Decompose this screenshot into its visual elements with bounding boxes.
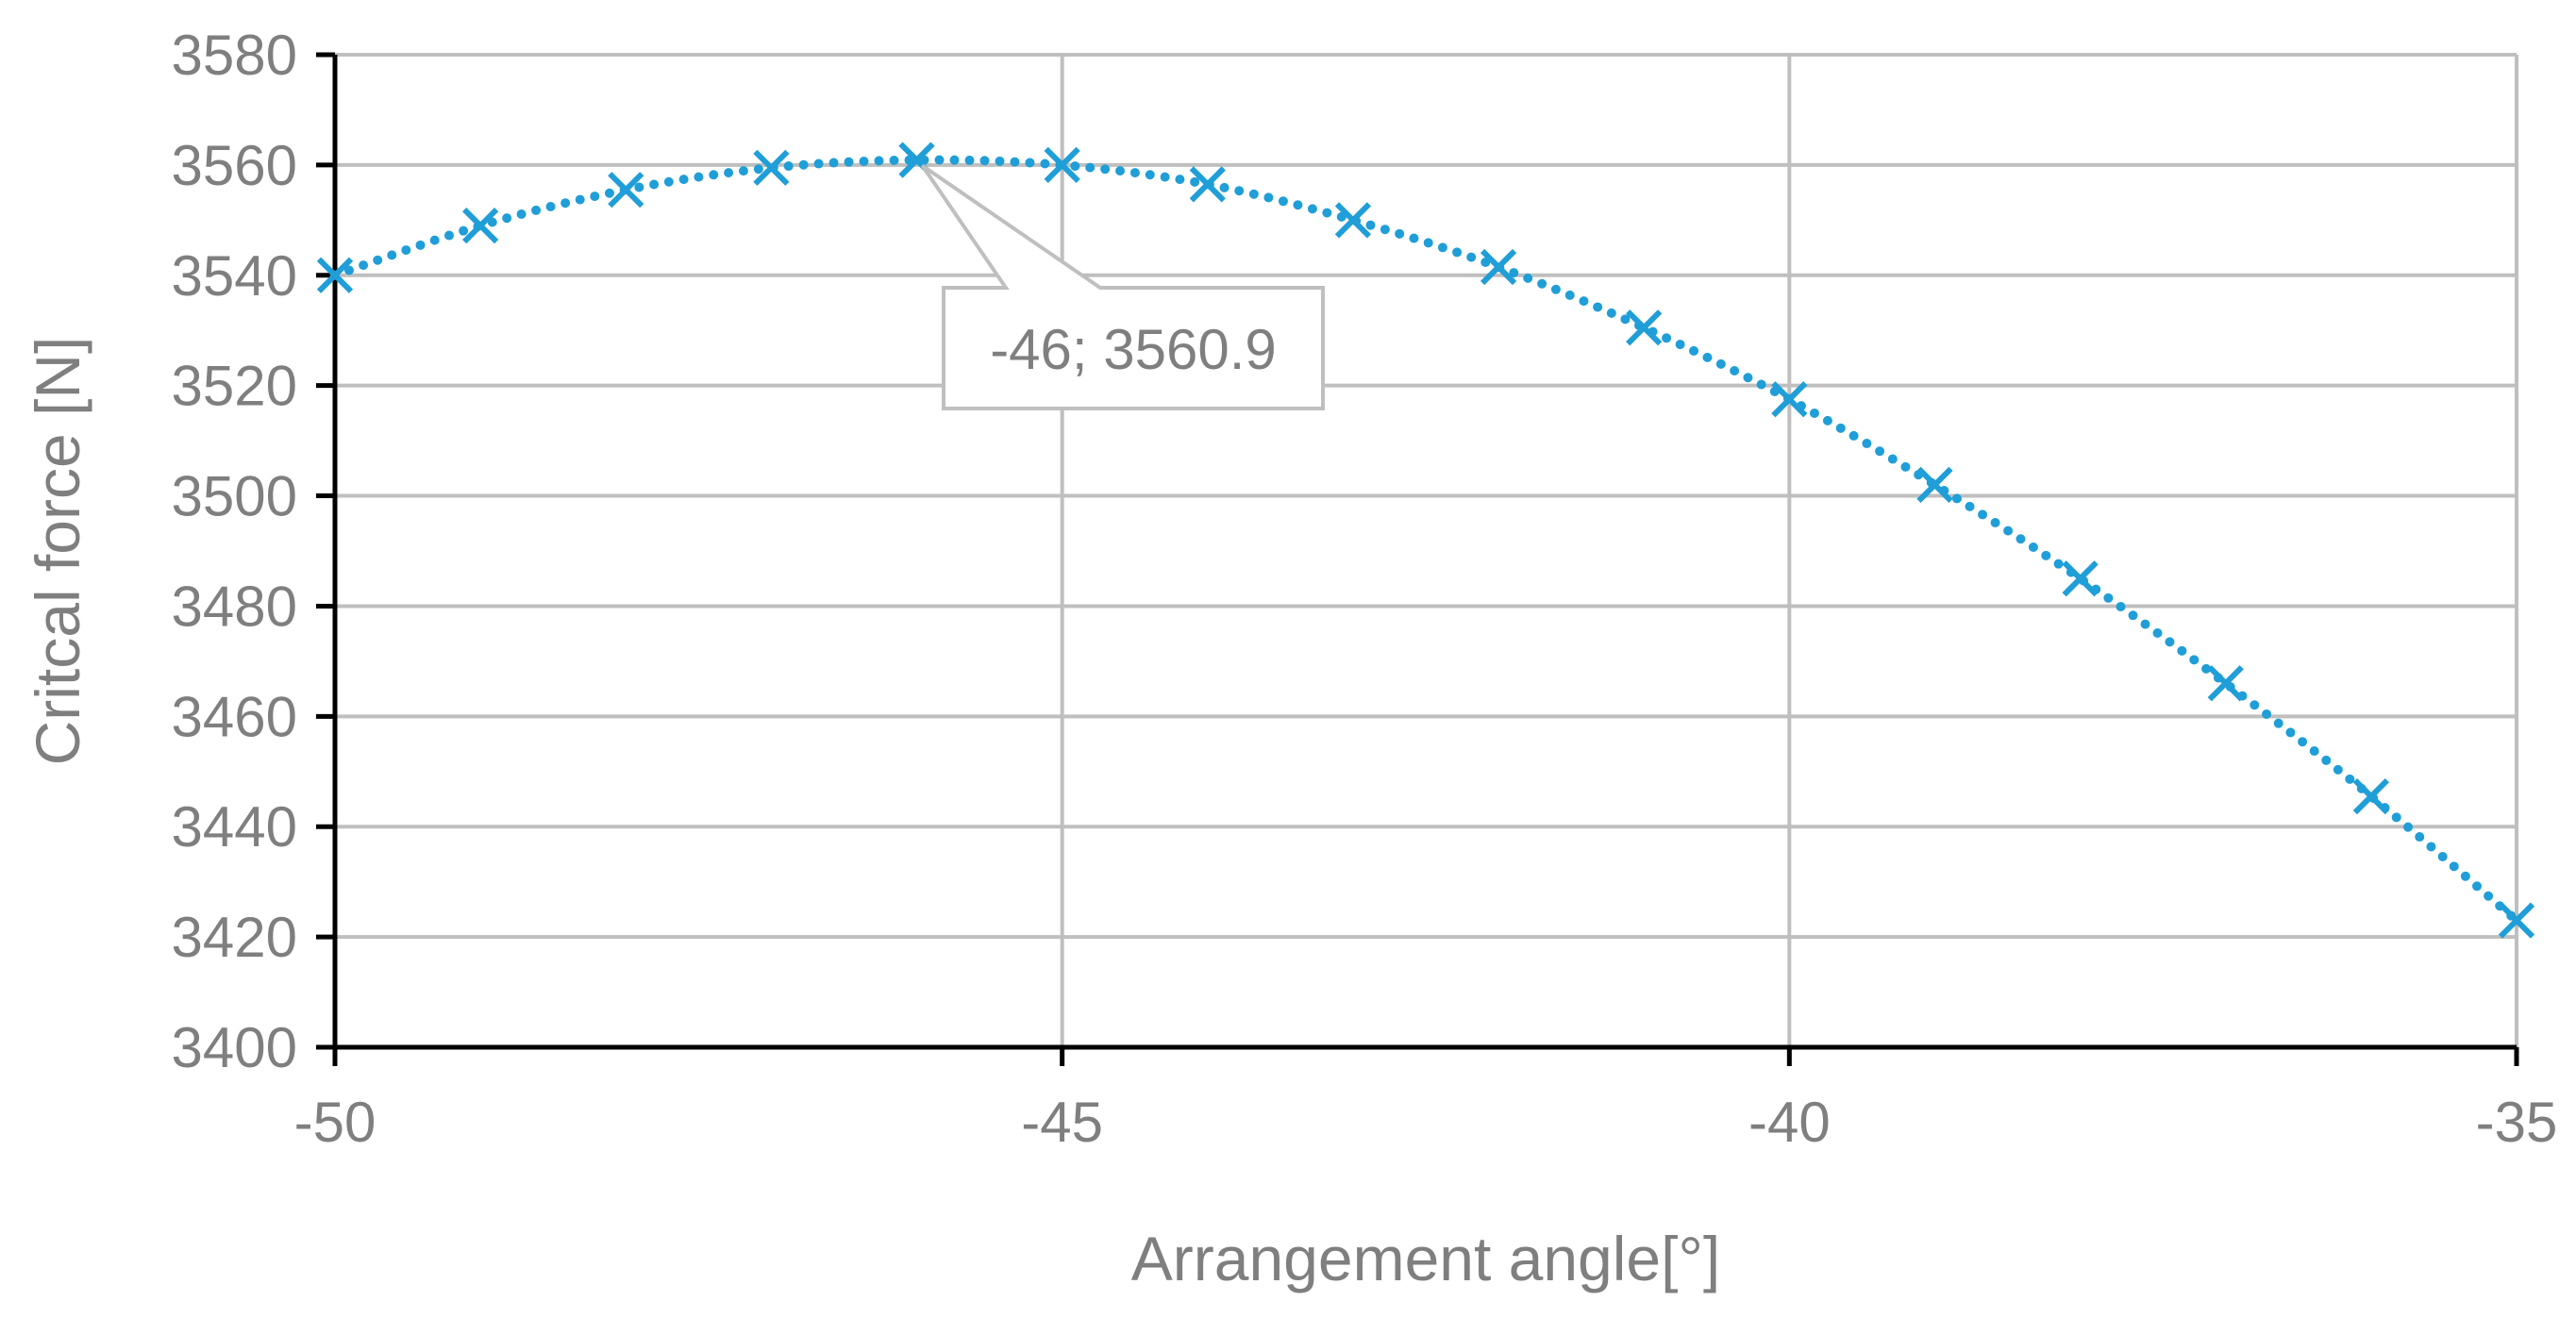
y-tick-label: 3540 (172, 244, 297, 308)
marker-stroke (1334, 202, 1372, 239)
data-point-marker (462, 208, 499, 244)
y-tick-label: 3480 (172, 575, 297, 638)
marker-stroke (2498, 902, 2535, 939)
marker-stroke (1480, 248, 1517, 286)
y-axis-title: Critcal force [N] (23, 337, 92, 766)
data-point-marker (2062, 560, 2099, 597)
data-point-marker (1771, 381, 1808, 418)
data-point-marker (1189, 166, 1226, 203)
y-tick-label: 3580 (172, 24, 297, 87)
data-point-marker (753, 149, 790, 186)
series-line (330, 155, 2521, 926)
y-tick-label: 3420 (172, 906, 297, 969)
data-point-marker (1916, 466, 1953, 503)
x-tick-label: -35 (2476, 1091, 2558, 1154)
y-tick-label: 3400 (172, 1016, 297, 1079)
callout-label: -46; 3560.9 (990, 318, 1277, 381)
x-tick-label: -45 (1021, 1091, 1103, 1154)
data-callout: -46; 3560.9 (920, 163, 1325, 410)
data-point-marker (2498, 902, 2535, 939)
data-point-marker (2352, 777, 2389, 815)
data-point-marker (1626, 309, 1663, 346)
data-point-marker (1044, 146, 1080, 184)
y-tick-label: 3460 (172, 685, 297, 748)
y-tick-label: 3560 (172, 134, 297, 197)
marker-stroke (462, 208, 499, 244)
marker-stroke (1189, 166, 1226, 203)
marker-stroke (1044, 146, 1080, 184)
axes (316, 52, 2519, 1066)
x-tick-label: -40 (1748, 1091, 1831, 1154)
marker-stroke (1916, 466, 1953, 503)
data-point-marker (2207, 665, 2244, 702)
marker-stroke (2352, 777, 2389, 815)
callout-box (920, 163, 1325, 410)
data-point-marker (608, 172, 644, 209)
marker-stroke (608, 172, 644, 209)
marker-stroke (898, 142, 935, 178)
marker-stroke (753, 149, 790, 186)
marker-stroke (2062, 560, 2099, 597)
y-tick-label: 3520 (172, 355, 297, 418)
x-axis-title: Arrangement angle[°] (1131, 1224, 1720, 1293)
marker-stroke (316, 257, 354, 293)
data-point-marker (1480, 248, 1517, 286)
marker-stroke (1771, 381, 1808, 418)
grid (335, 53, 2518, 1047)
data-point-marker (316, 257, 354, 293)
x-tick-label: -50 (294, 1091, 376, 1154)
data-series (316, 142, 2535, 939)
marker-stroke (2207, 665, 2244, 702)
marker-stroke (1626, 309, 1663, 346)
tick-labels: 3400 3420 3440 3460 3480 3500 3520 3540 3560 3580… (172, 24, 2558, 1154)
y-tick-label: 3440 (172, 795, 297, 859)
y-tick-label: 3500 (172, 465, 297, 528)
data-point-marker (1334, 202, 1372, 239)
